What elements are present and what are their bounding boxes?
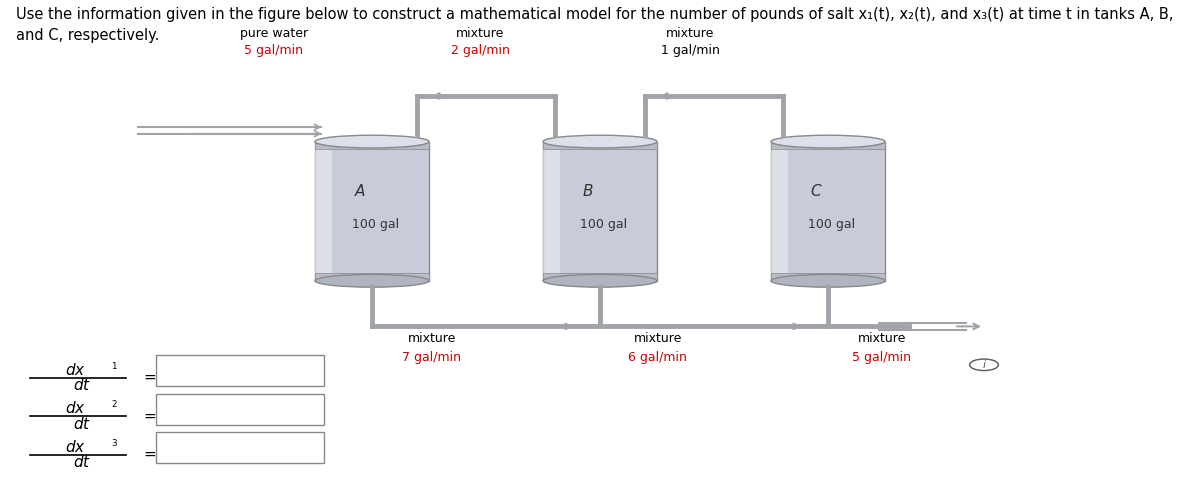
Text: C: C <box>811 184 821 200</box>
Text: i: i <box>983 360 985 370</box>
Text: 7 gal/min: 7 gal/min <box>402 351 462 364</box>
FancyBboxPatch shape <box>156 394 324 425</box>
Text: A: A <box>355 184 365 200</box>
Text: $dt$: $dt$ <box>72 377 91 394</box>
Text: and C, respectively.: and C, respectively. <box>16 28 158 43</box>
Text: =: = <box>144 447 156 462</box>
Text: Use the information given in the figure below to construct a mathematical model : Use the information given in the figure … <box>16 7 1172 22</box>
Ellipse shape <box>770 135 886 148</box>
Text: $dx$: $dx$ <box>65 362 86 378</box>
Bar <box>772 142 886 149</box>
Text: mixture: mixture <box>456 27 504 40</box>
FancyBboxPatch shape <box>156 355 324 386</box>
Text: $_2$: $_2$ <box>110 397 118 410</box>
Bar <box>772 142 788 281</box>
Ellipse shape <box>770 275 886 287</box>
Text: =: = <box>144 370 156 385</box>
Ellipse shape <box>314 135 430 148</box>
Text: 1 gal/min: 1 gal/min <box>660 44 720 57</box>
Text: mixture: mixture <box>666 27 714 40</box>
Text: B: B <box>583 184 593 200</box>
Text: 100 gal: 100 gal <box>580 218 628 231</box>
FancyBboxPatch shape <box>156 432 324 463</box>
Text: pure water: pure water <box>240 27 307 40</box>
Bar <box>772 273 886 281</box>
Bar <box>314 142 332 281</box>
Text: mixture: mixture <box>634 332 682 345</box>
Text: =: = <box>144 408 156 424</box>
Text: $_1$: $_1$ <box>110 359 118 372</box>
Text: 5 gal/min: 5 gal/min <box>244 44 304 57</box>
Text: 6 gal/min: 6 gal/min <box>628 351 688 364</box>
Text: 5 gal/min: 5 gal/min <box>852 351 912 364</box>
Circle shape <box>970 359 998 371</box>
Bar <box>542 142 658 281</box>
Text: 100 gal: 100 gal <box>808 218 856 231</box>
Ellipse shape <box>542 275 658 287</box>
Text: $dt$: $dt$ <box>72 454 91 470</box>
Bar <box>314 273 430 281</box>
Bar <box>542 142 658 149</box>
Text: $_3$: $_3$ <box>110 435 118 449</box>
Bar <box>314 142 430 281</box>
Text: mixture: mixture <box>408 332 456 345</box>
Bar <box>314 142 430 149</box>
Text: 2 gal/min: 2 gal/min <box>450 44 510 57</box>
Text: 100 gal: 100 gal <box>352 218 400 231</box>
Text: $dx$: $dx$ <box>65 400 86 417</box>
Bar <box>542 273 658 281</box>
Text: $dx$: $dx$ <box>65 439 86 455</box>
Text: $dt$: $dt$ <box>72 416 91 432</box>
Ellipse shape <box>542 135 658 148</box>
Bar <box>772 142 886 281</box>
Text: mixture: mixture <box>858 332 906 345</box>
Bar <box>542 142 560 281</box>
Ellipse shape <box>314 275 430 287</box>
